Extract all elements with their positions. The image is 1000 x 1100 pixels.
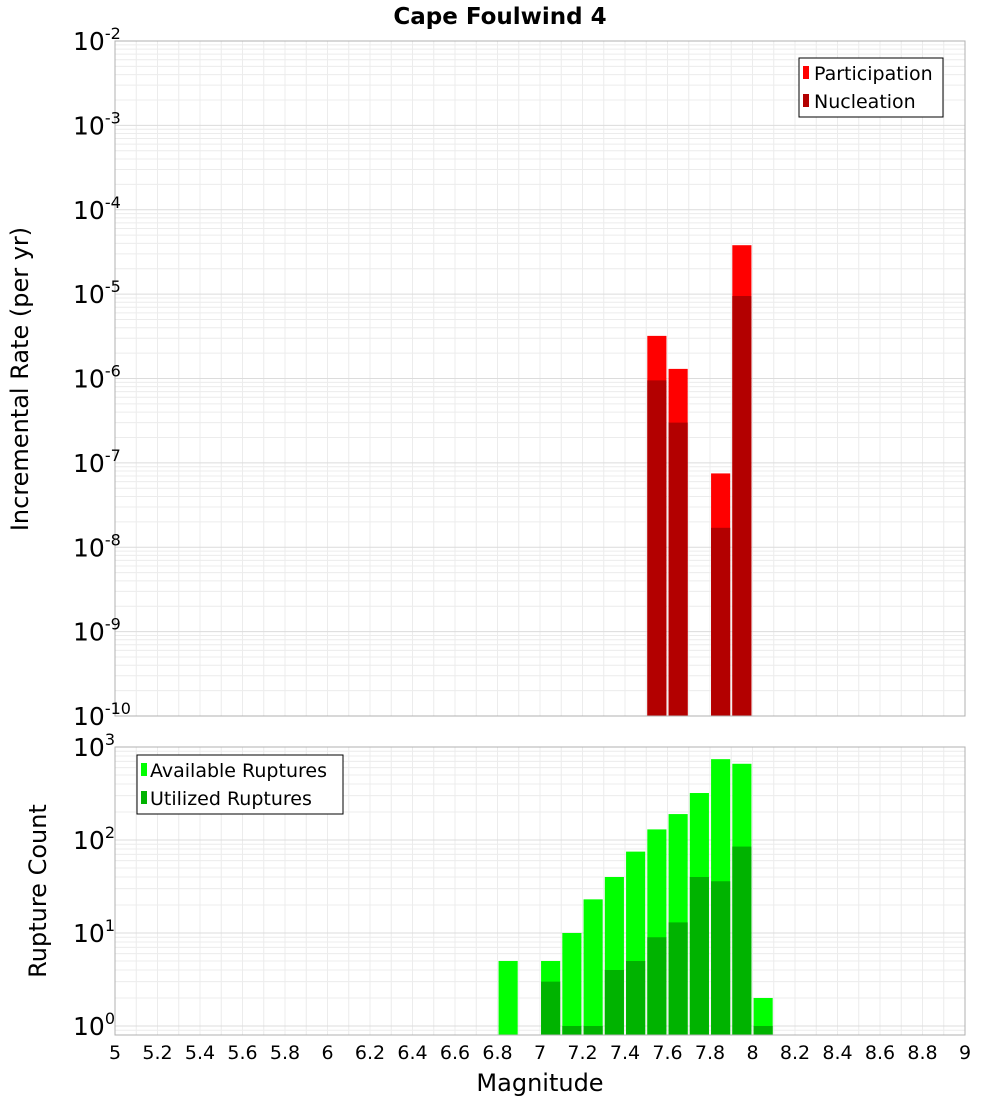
rate-plot-bars	[647, 245, 752, 717]
x-tick-label: 8	[746, 1042, 758, 1064]
utilized-ruptures-bar	[668, 922, 688, 1035]
x-tick-label: 5.8	[270, 1042, 300, 1064]
utilized-ruptures-bar	[541, 981, 561, 1035]
rate-plot-grid	[114, 40, 966, 717]
utilized-ruptures-bar	[647, 937, 667, 1035]
participation-legend-label: Participation	[814, 63, 933, 85]
x-tick-label: 8.8	[907, 1042, 937, 1064]
nucleation-bar	[732, 296, 752, 716]
available-ruptures-legend-label: Available Ruptures	[150, 760, 327, 782]
x-tick-label: 6.8	[482, 1042, 512, 1064]
rate-plot-frame	[114, 40, 966, 717]
y-tick-label: 10-4	[73, 193, 121, 225]
x-tick-label: 7.8	[695, 1042, 725, 1064]
y-tick-label: 10-10	[73, 699, 131, 731]
y-tick-label: 102	[73, 823, 115, 855]
x-tick-label: 5.6	[227, 1042, 257, 1064]
x-tick-label: 5	[109, 1042, 121, 1064]
x-axis-label: Magnitude	[476, 1069, 603, 1097]
available-ruptures-swatch	[141, 763, 147, 776]
nucleation-bar	[668, 422, 688, 716]
utilized-ruptures-legend-label: Utilized Ruptures	[150, 788, 312, 810]
utilized-ruptures-bar	[626, 960, 646, 1035]
nucleation-bar	[711, 527, 731, 716]
y-tick-label: 10-9	[73, 615, 121, 647]
y-tick-label: 10-8	[73, 530, 121, 562]
magnitude-x-ticks: 5 5.2 5.4 5.6 5.8 6 6.2 6.4 6.6 6.8 7 7.2 7.4 7.6 7.8 8…	[109, 1042, 971, 1064]
rupture-legend: Available Ruptures Utilized Ruptures	[136, 754, 344, 815]
x-tick-label: 8.6	[865, 1042, 895, 1064]
x-tick-label: 7.2	[567, 1042, 597, 1064]
rupture-plot-bars	[498, 759, 773, 1035]
rate-plot-y-ticks: 10-10 10-9 10-8 10-7 10-6 10-5 10-4 10-3 10-2	[73, 24, 131, 731]
rate-legend: Participation Nucleation	[798, 57, 944, 118]
rupture-count-panel: 100 101 102 103 5 5.2 5.4 5.6 5.8 6 6.2 6.4 6.6 6.8 7…	[24, 730, 971, 1097]
x-tick-label: 7.6	[652, 1042, 682, 1064]
available-ruptures-bar	[753, 997, 773, 1035]
x-tick-label: 8.2	[780, 1042, 810, 1064]
utilized-ruptures-swatch	[141, 791, 147, 804]
utilized-ruptures-bar	[732, 846, 752, 1035]
y-tick-label: 103	[73, 730, 115, 762]
x-tick-label: 6	[321, 1042, 333, 1064]
y-tick-label: 101	[73, 916, 115, 948]
y-tick-label: 10-6	[73, 362, 121, 394]
utilized-ruptures-bar	[711, 881, 731, 1035]
available-ruptures-bar	[498, 960, 518, 1035]
nucleation-legend-label: Nucleation	[814, 91, 916, 113]
x-tick-label: 5.4	[185, 1042, 215, 1064]
nucleation-swatch	[803, 94, 809, 107]
available-ruptures-bar	[583, 899, 603, 1035]
x-tick-label: 8.4	[822, 1042, 852, 1064]
rate-plot-panel: 10-10 10-9 10-8 10-7 10-6 10-5 10-4 10-3 10-2 In…	[6, 24, 966, 731]
x-tick-label: 7.4	[610, 1042, 640, 1064]
y-tick-label: 10-7	[73, 446, 121, 478]
x-tick-label: 7	[534, 1042, 546, 1064]
rupture-y-axis-label: Rupture Count	[24, 804, 52, 978]
rate-legend-box	[798, 57, 944, 118]
utilized-ruptures-bar	[689, 877, 709, 1035]
rate-y-axis-label: Incremental Rate (per yr)	[6, 227, 34, 531]
utilized-ruptures-bar	[753, 1025, 773, 1035]
utilized-ruptures-bar	[583, 1025, 603, 1035]
chart-title: Cape Foulwind 4	[393, 4, 606, 30]
y-tick-label: 10-5	[73, 277, 121, 309]
x-tick-label: 5.2	[142, 1042, 172, 1064]
rupture-plot-frame	[114, 746, 966, 1036]
x-tick-label: 6.2	[355, 1042, 385, 1064]
nucleation-bar	[647, 380, 667, 716]
y-tick-label: 100	[73, 1009, 115, 1041]
y-tick-label: 10-3	[73, 108, 121, 140]
x-tick-label: 6.4	[397, 1042, 427, 1064]
rupture-legend-box	[136, 754, 344, 815]
y-tick-label: 10-2	[73, 24, 121, 56]
participation-swatch	[803, 66, 809, 79]
rupture-plot-y-ticks: 100 101 102 103	[73, 730, 115, 1041]
x-tick-label: 6.6	[440, 1042, 470, 1064]
utilized-ruptures-bar	[604, 969, 624, 1035]
utilized-ruptures-bar	[562, 1025, 582, 1035]
x-tick-label: 9	[959, 1042, 971, 1064]
available-ruptures-bar	[562, 932, 582, 1035]
